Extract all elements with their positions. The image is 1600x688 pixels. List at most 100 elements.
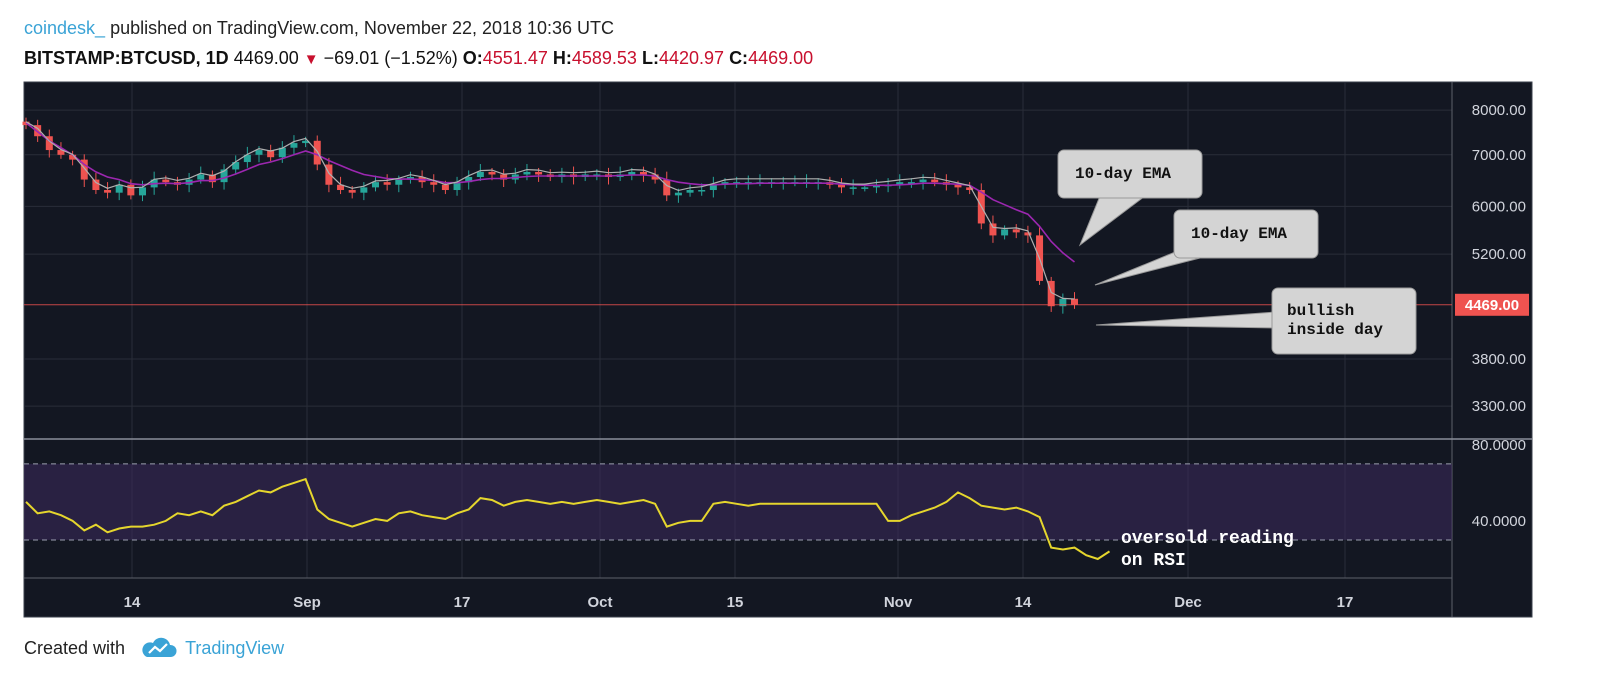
x-tick-label: Dec [1174,594,1202,611]
candle-body [1024,232,1032,236]
rsi-tick-label: 40.0000 [1472,513,1526,530]
close-label: C: [729,48,749,68]
candle-body [34,125,42,137]
high-label: H: [552,48,572,68]
publisher-name[interactable]: coindesk_ [24,18,106,38]
change-value: −69.01 (−1.52%) [323,48,458,68]
candle-body [686,190,694,193]
candle-body [523,171,531,175]
candle-body [709,184,717,191]
candle-body [127,184,135,196]
close-value: 4469.00 [748,48,814,68]
x-tick-label: 14 [124,594,141,611]
down-triangle-icon: ▼ [303,51,319,68]
candle-body [954,184,962,188]
x-tick-label: 17 [454,594,471,611]
candle-body [337,184,345,191]
candle-body [278,147,286,158]
candle-body [1012,229,1020,233]
open-label: O: [462,48,483,68]
candle-body [208,174,216,183]
y-tick-label: 6000.00 [1472,198,1526,215]
inside-day-callout-box [1271,287,1417,355]
created-with-label: Created with [24,637,126,658]
candle-body [383,182,391,185]
y-tick-label: 8000.00 [1472,102,1526,119]
candle-body [104,190,112,193]
candle-body [698,190,706,192]
last-price: 4469.00 [233,48,299,68]
candle-body [92,179,100,191]
candle-body [302,140,310,144]
candle-body [476,171,484,178]
candle-body [139,187,146,196]
candle-body [1001,229,1009,236]
candle-body [535,171,543,175]
ema-callout-2-box [1173,209,1319,259]
candle-body [325,164,333,185]
tradingview-cloud-icon [142,637,177,657]
candle-body [1047,280,1055,307]
candle-body [197,174,205,180]
candle-body [966,187,974,191]
candle-body [80,159,88,180]
ohlc-line: BITSTAMP:BTCUSD, 1D 4469.00 ▼ −69.01 (−1… [24,48,813,69]
candle-body [348,190,356,193]
y-tick-label: 5200.00 [1472,246,1526,263]
x-tick-label: 15 [727,594,744,611]
candle-body [628,171,636,175]
low-value: 4420.97 [658,48,725,68]
ema-callout-1-box [1057,149,1203,199]
ema-line-purple [25,122,1075,263]
candle-body [45,136,53,151]
rsi-line [25,477,1111,561]
candle-body [488,171,496,175]
rsi-annotation: on RSI [1121,551,1186,571]
candle-body [849,187,857,189]
tradingview-link[interactable]: TradingView [185,637,285,658]
candle-body [290,143,298,148]
candle-body [243,154,251,163]
candle-body [1059,298,1067,307]
candle-body [406,177,414,180]
y-tick-label: 3300.00 [1472,398,1526,415]
rsi-band [24,463,1452,540]
ema-callout-2-text: 10-day EMA [1191,225,1287,243]
candle-body [372,182,379,188]
candle-body [220,169,228,183]
candle-body [896,182,904,185]
open-value: 4551.47 [482,48,548,68]
inside-day-callout-text: inside day [1287,321,1383,339]
published-text: published on TradingView.com, November 2… [110,18,615,38]
candle-body [861,187,869,189]
symbol-label: BITSTAMP:BTCUSD, 1D [24,48,229,68]
last-price-label: 4469.00 [1465,297,1519,314]
last-price-badge [1455,293,1529,316]
candle-body [441,184,449,191]
rsi-tick-label: 80.0000 [1472,437,1526,454]
x-tick-label: Sep [293,594,321,611]
candle-body [465,177,473,183]
candle-body [255,150,263,155]
candle-body [651,174,659,180]
candle-body [69,154,77,160]
y-tick-label: 3800.00 [1472,351,1526,368]
y-tick-label: 7000.00 [1472,147,1526,164]
publish-line: coindesk_ published on TradingView.com, … [24,18,614,39]
candle-body [500,174,508,180]
candle-body [57,150,65,155]
footer: Created with TradingView [24,637,284,659]
candle-body [1071,298,1078,305]
x-tick-label: 17 [1337,594,1354,611]
x-tick-label: 14 [1015,594,1032,611]
candle-body [838,184,845,188]
inside-day-callout-text: bullish [1287,302,1354,320]
candle-body [232,162,240,170]
high-value: 4589.53 [571,48,637,68]
candle-body [360,187,368,193]
candle-body [115,184,123,193]
rsi-annotation: oversold reading [1121,529,1294,549]
ema-line-grey [25,121,1075,300]
candle-body [989,223,997,236]
